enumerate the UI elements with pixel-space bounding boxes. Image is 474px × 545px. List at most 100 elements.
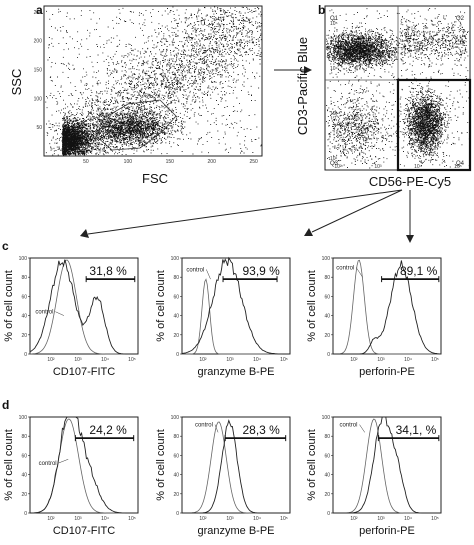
panel-b-q4-gate <box>396 78 472 172</box>
histogram-ytick-label: 60 <box>324 453 330 459</box>
panel-c-label: c <box>2 239 9 253</box>
histogram-ytick-label: 80 <box>173 275 179 281</box>
histogram-xtick-label: 10² <box>47 357 55 363</box>
panel-b-q4: Q4 <box>456 161 465 167</box>
panel-c-histogram-1: 0 20 40 60 80 100 10² 10³ 10⁴ 10⁵ 31,8 % control % o… <box>3 256 139 378</box>
histogram-xtick-label: 10⁵ <box>128 516 136 522</box>
histogram-ylabel: % of cell count <box>155 429 167 501</box>
sample-histogram-line <box>182 419 290 514</box>
panel-a-ytick-label: 200 <box>34 39 43 45</box>
sample-histogram-line <box>333 260 441 355</box>
sample-histogram-line <box>181 256 290 355</box>
histogram-xtick-label: 10⁵ <box>280 516 288 522</box>
histogram-ytick-label: 60 <box>21 453 27 459</box>
histogram-ytick-label: 100 <box>322 415 331 421</box>
histogram-ytick-label: 60 <box>173 453 179 459</box>
arrow-a-to-b <box>274 66 312 74</box>
histogram-xtick-label: 10² <box>199 357 207 363</box>
control-label: control <box>339 423 357 429</box>
histogram-ytick-label: 0 <box>24 511 27 517</box>
histogram-ytick-label: 80 <box>21 434 27 440</box>
panel-b-xtick-label: 10⁴ <box>414 164 422 170</box>
histogram-xtick-label: 10⁴ <box>101 516 109 522</box>
histogram-ytick-label: 20 <box>21 333 27 339</box>
histogram-ytick-label: 40 <box>324 314 330 320</box>
histogram-ytick-label: 80 <box>324 434 330 440</box>
panel-a-xtick-label: 50 <box>83 159 89 165</box>
panel-a-xtick-label: 200 <box>208 159 217 165</box>
panel-a-xtick-label: 100 <box>124 159 133 165</box>
histogram-ytick-label: 60 <box>173 294 179 300</box>
gate-percentage-label: 34,1, % <box>396 423 437 437</box>
panel-b-xlabel: CD56-PE-Cy5 <box>369 174 451 189</box>
panel-a-ticks: 50 100 150 200 250 50 100 150 200 250 <box>34 10 258 165</box>
histogram-xtick-label: 10² <box>199 516 207 522</box>
histogram-ytick-label: 40 <box>21 473 27 479</box>
histogram-xtick-label: 10⁴ <box>253 357 261 363</box>
control-histogram-line <box>30 259 138 355</box>
histogram-xtick-label: 10³ <box>377 357 385 363</box>
panel-b-xtick-label: 10⁵ <box>454 164 462 170</box>
panel-b-ytick-label: 10³ <box>330 111 338 117</box>
histogram-ytick-label: 40 <box>173 473 179 479</box>
histogram-ylabel: % of cell count <box>306 429 318 501</box>
histogram-xtick-label: 10³ <box>377 516 385 522</box>
histogram-ylabel: % of cell count <box>155 270 167 342</box>
histogram-xtick-label: 10⁴ <box>253 516 261 522</box>
panel-b-q3: Q3 <box>330 161 339 167</box>
panel-a-xtick-label: 250 <box>249 159 258 165</box>
histogram-ytick-label: 100 <box>322 256 331 262</box>
histogram-ytick-label: 100 <box>171 415 180 421</box>
histogram-xtick-label: 10⁵ <box>280 357 288 363</box>
panel-c-histogram-3: 0 20 40 60 80 100 10² 10³ 10⁴ 10⁵ 89,1 % control % o… <box>306 256 442 378</box>
panel-c-histogram-2: 0 20 40 60 80 100 10² 10³ 10⁴ 10⁵ 93,9 % control % o… <box>155 256 291 378</box>
panel-b-label: b <box>318 3 325 17</box>
histogram-frame <box>29 416 139 514</box>
panel-b-xtick-label: 10³ <box>374 164 382 170</box>
histogram-xtick-label: 10² <box>47 516 55 522</box>
histogram-ytick-label: 80 <box>324 275 330 281</box>
control-label: control <box>39 461 57 467</box>
histogram-ylabel: % of cell count <box>306 270 318 342</box>
panel-a-ylabel: SSC <box>9 69 24 96</box>
histogram-ytick-label: 100 <box>171 256 180 262</box>
panel-a-ytick-label: 250 <box>34 10 43 16</box>
histogram-ytick-label: 20 <box>21 492 27 498</box>
histogram-xtick-label: 10² <box>350 357 358 363</box>
control-pointer <box>359 424 365 433</box>
panel-d-histogram-1: 0 20 40 60 80 100 10² 10³ 10⁴ 10⁵ 24,2 % control % o… <box>3 415 139 537</box>
control-pointer <box>55 311 65 316</box>
panel-d: 0 20 40 60 80 100 10² 10³ 10⁴ 10⁵ 24,2 % control % o… <box>3 415 442 537</box>
control-label: control <box>186 267 204 273</box>
histogram-xlabel: perforin-PE <box>359 366 415 378</box>
sample-histogram-line <box>333 416 441 514</box>
histogram-ytick-label: 20 <box>324 492 330 498</box>
histogram-xlabel: perforin-PE <box>359 525 415 537</box>
arrows-b-to-c <box>80 189 414 243</box>
panel-a-ytick-label: 100 <box>34 96 43 102</box>
histogram-frame <box>332 416 442 514</box>
histogram-ylabel: % of cell count <box>3 429 15 501</box>
control-histogram-line <box>333 259 441 355</box>
histogram-ytick-label: 60 <box>21 294 27 300</box>
histogram-xlabel: granzyme B-PE <box>197 525 274 537</box>
panel-b-ytick-label: 10⁵ <box>330 21 338 27</box>
control-label: control <box>336 266 354 272</box>
panel-b: b Q1 Q2 Q3 Q4 CD3-Pacific Blue CD56-PE-C… <box>295 3 472 189</box>
histogram-xlabel: granzyme B-PE <box>197 366 274 378</box>
control-histogram-line <box>182 278 290 355</box>
histogram-ytick-label: 60 <box>324 294 330 300</box>
panel-b-xtick-label: 10² <box>334 164 342 170</box>
panel-d-histogram-2: 0 20 40 60 80 100 10² 10³ 10⁴ 10⁵ 28,3 % control % o… <box>155 415 291 537</box>
panel-a-frame <box>43 5 263 157</box>
sample-histogram-line <box>29 259 138 355</box>
histogram-ytick-label: 100 <box>19 415 28 421</box>
histogram-ytick-label: 20 <box>324 333 330 339</box>
histogram-ytick-label: 40 <box>324 473 330 479</box>
panel-a-gate <box>95 99 177 151</box>
histogram-xtick-label: 10⁴ <box>404 516 412 522</box>
histogram-ytick-label: 20 <box>173 333 179 339</box>
panel-a-scatter-dots <box>45 6 262 156</box>
histogram-ytick-label: 20 <box>173 492 179 498</box>
